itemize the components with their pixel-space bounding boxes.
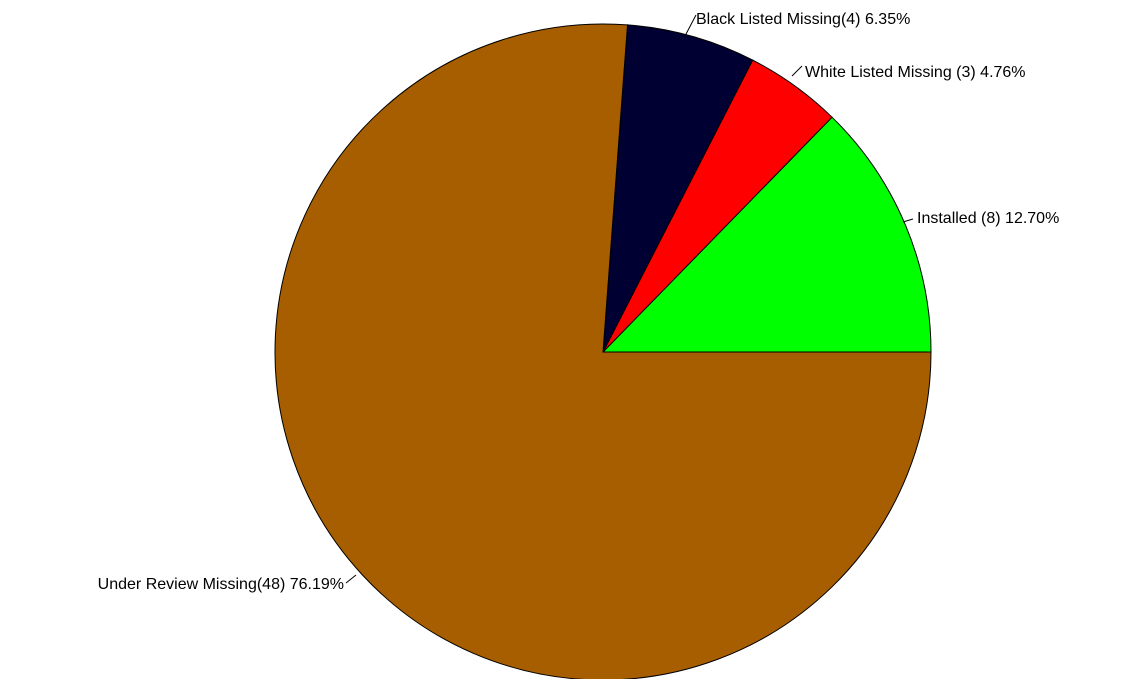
pie-slice-installed xyxy=(601,116,932,353)
slice-label-black-listed-missing: Black Listed Missing(4) 6.35% xyxy=(696,11,910,28)
leader-line-white-listed-missing xyxy=(791,65,803,77)
leader-line-black-listed-missing xyxy=(684,14,697,37)
pie-slices xyxy=(274,23,932,679)
pie-leader-lines xyxy=(345,14,914,584)
slice-label-under-review-missing: Under Review Missing(48) 76.19% xyxy=(98,576,344,593)
slice-label-installed: Installed (8) 12.70% xyxy=(917,210,1059,227)
pie-slice-black-listed-missing xyxy=(602,24,754,353)
pie-labels: Installed (8) 12.70% White Listed Missing… xyxy=(98,11,1060,593)
pie-slice-under-review-missing xyxy=(274,23,932,679)
leader-line-under-review-missing xyxy=(345,574,357,584)
slice-label-white-listed-missing: White Listed Missing (3) 4.76% xyxy=(805,64,1026,81)
leader-line-installed xyxy=(902,218,914,223)
